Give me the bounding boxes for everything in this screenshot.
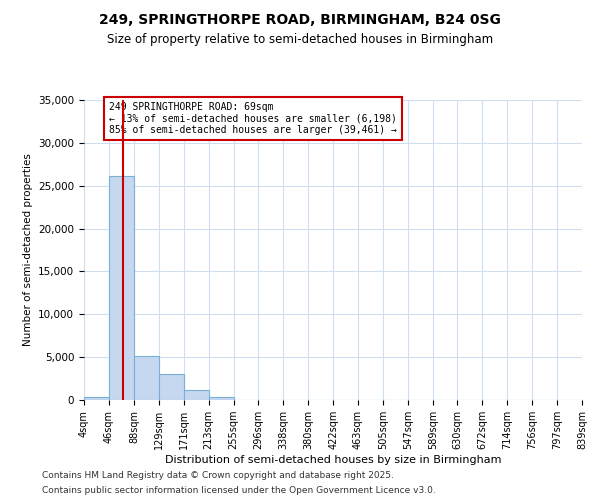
Bar [209,396,233,400]
Y-axis label: Number of semi-detached properties: Number of semi-detached properties [23,154,32,346]
Bar [84,396,109,400]
Text: 249 SPRINGTHORPE ROAD: 69sqm
← 13% of semi-detached houses are smaller (6,198)
8: 249 SPRINGTHORPE ROAD: 69sqm ← 13% of se… [109,102,397,135]
Bar [184,390,209,400]
Text: Contains public sector information licensed under the Open Government Licence v3: Contains public sector information licen… [42,486,436,495]
Bar [134,356,158,400]
Text: Contains HM Land Registry data © Crown copyright and database right 2025.: Contains HM Land Registry data © Crown c… [42,471,394,480]
Text: Size of property relative to semi-detached houses in Birmingham: Size of property relative to semi-detach… [107,32,493,46]
Text: 249, SPRINGTHORPE ROAD, BIRMINGHAM, B24 0SG: 249, SPRINGTHORPE ROAD, BIRMINGHAM, B24 … [99,12,501,26]
Bar [158,374,184,400]
Bar [109,176,134,400]
X-axis label: Distribution of semi-detached houses by size in Birmingham: Distribution of semi-detached houses by … [165,455,501,465]
